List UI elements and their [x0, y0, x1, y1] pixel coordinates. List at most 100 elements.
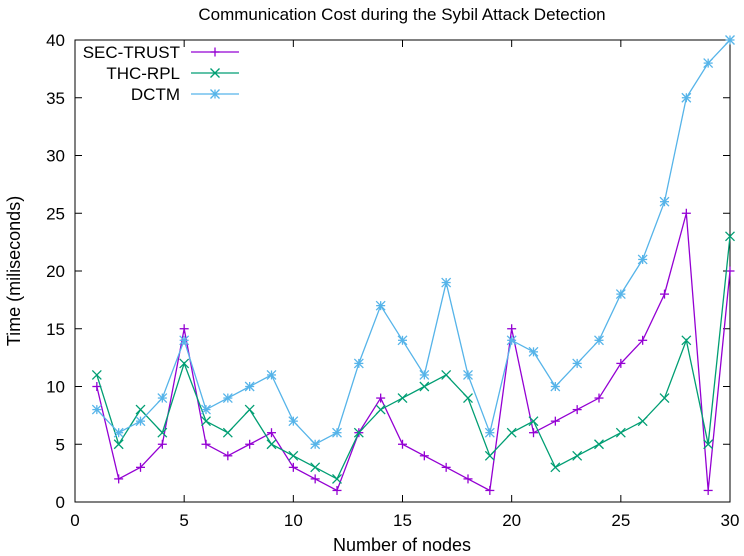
data-point: [201, 404, 211, 415]
series-line: [96, 213, 731, 492]
data-point: [572, 405, 582, 415]
data-point: [397, 393, 408, 404]
legend-item: THC-RPL: [106, 64, 239, 83]
data-point: [594, 439, 604, 450]
data-point: [179, 358, 190, 369]
x-tick-label: 25: [611, 511, 630, 530]
data-point: [91, 404, 102, 415]
data-point: [484, 450, 495, 461]
data-point: [419, 451, 429, 461]
data-point: [222, 393, 233, 404]
data-point: [113, 427, 124, 438]
x-tick-label: 10: [284, 511, 303, 530]
y-ticks: 0 5 10 15 20 25 30 35 40: [46, 31, 730, 512]
data-point: [310, 462, 321, 473]
chart-title: Communication Cost during the Sybil Atta…: [198, 5, 605, 24]
data-point: [114, 474, 124, 484]
data-point: [179, 324, 189, 334]
data-point: [463, 474, 473, 484]
data-point: [266, 439, 277, 450]
plot-frame: [74, 39, 731, 503]
data-point: [463, 393, 473, 404]
series-thc-rpl: [91, 231, 735, 484]
data-point: [615, 289, 626, 300]
legend-label: SEC-TRUST: [83, 43, 180, 62]
data-point: [463, 369, 473, 380]
y-tick-label: 25: [46, 204, 65, 223]
x-ticks: 0 5 10 15 20 25 30: [70, 40, 739, 530]
x-tick-label: 5: [179, 511, 188, 530]
data-point: [419, 369, 430, 380]
data-point: [288, 450, 299, 461]
y-tick-label: 35: [46, 89, 65, 108]
data-point: [681, 335, 692, 346]
series-line: [96, 236, 731, 480]
data-point: [113, 439, 124, 450]
data-point: [223, 451, 233, 461]
data-point: [375, 404, 386, 415]
data-point: [638, 335, 648, 345]
data-point: [572, 358, 583, 369]
y-tick-label: 30: [46, 147, 65, 166]
data-point: [528, 416, 539, 427]
data-point: [681, 208, 691, 218]
y-tick-label: 20: [46, 262, 65, 281]
data-point: [550, 462, 561, 473]
data-point: [332, 485, 342, 495]
data-point: [659, 393, 670, 404]
data-point: [135, 416, 146, 427]
y-tick-label: 15: [46, 320, 65, 339]
data-point: [244, 381, 255, 392]
data-point: [376, 393, 386, 403]
data-point: [332, 473, 342, 484]
data-point: [179, 335, 190, 346]
x-tick-label: 15: [393, 511, 412, 530]
data-point: [484, 427, 495, 438]
y-tick-label: 0: [56, 493, 65, 512]
data-point: [725, 35, 735, 45]
data-point: [353, 427, 364, 438]
data-point: [398, 439, 407, 449]
series-sec-trust: [92, 208, 735, 495]
data-point: [288, 462, 298, 472]
data-point: [419, 381, 430, 392]
data-point: [615, 427, 626, 438]
data-point: [572, 450, 583, 461]
series-dctm: [91, 35, 735, 450]
x-axis-label: Number of nodes: [333, 535, 471, 555]
data-point: [135, 404, 146, 415]
x-tick-label: 0: [70, 511, 79, 530]
data-point: [245, 439, 255, 449]
series-line: [96, 39, 731, 446]
data-point: [441, 462, 451, 472]
data-point: [550, 381, 561, 392]
data-point: [660, 289, 669, 299]
y-axis-label: Time (miliseconds): [4, 196, 24, 346]
data-point: [529, 428, 538, 438]
data-point: [244, 404, 255, 415]
legend-item: DCTM: [131, 85, 239, 104]
data-point: [310, 474, 320, 484]
data-point: [506, 427, 517, 438]
x-tick-label: 20: [502, 511, 521, 530]
data-point: [157, 439, 167, 449]
y-tick-label: 40: [46, 31, 65, 50]
data-point: [703, 485, 713, 495]
data-point: [288, 416, 299, 427]
data-point: [594, 335, 604, 346]
data-point: [267, 428, 276, 438]
data-point: [353, 358, 364, 369]
data-point: [136, 462, 145, 472]
legend-label: THC-RPL: [106, 64, 180, 83]
data-point: [201, 416, 211, 427]
data-point: [91, 369, 102, 380]
data-point: [157, 427, 168, 438]
data-point: [507, 324, 517, 334]
data-point: [210, 47, 220, 57]
y-tick-label: 5: [56, 435, 65, 454]
legend: SEC-TRUST THC-RPL DCTM: [83, 43, 239, 104]
data-point: [210, 89, 220, 99]
data-point: [201, 439, 211, 449]
data-point: [616, 358, 626, 368]
